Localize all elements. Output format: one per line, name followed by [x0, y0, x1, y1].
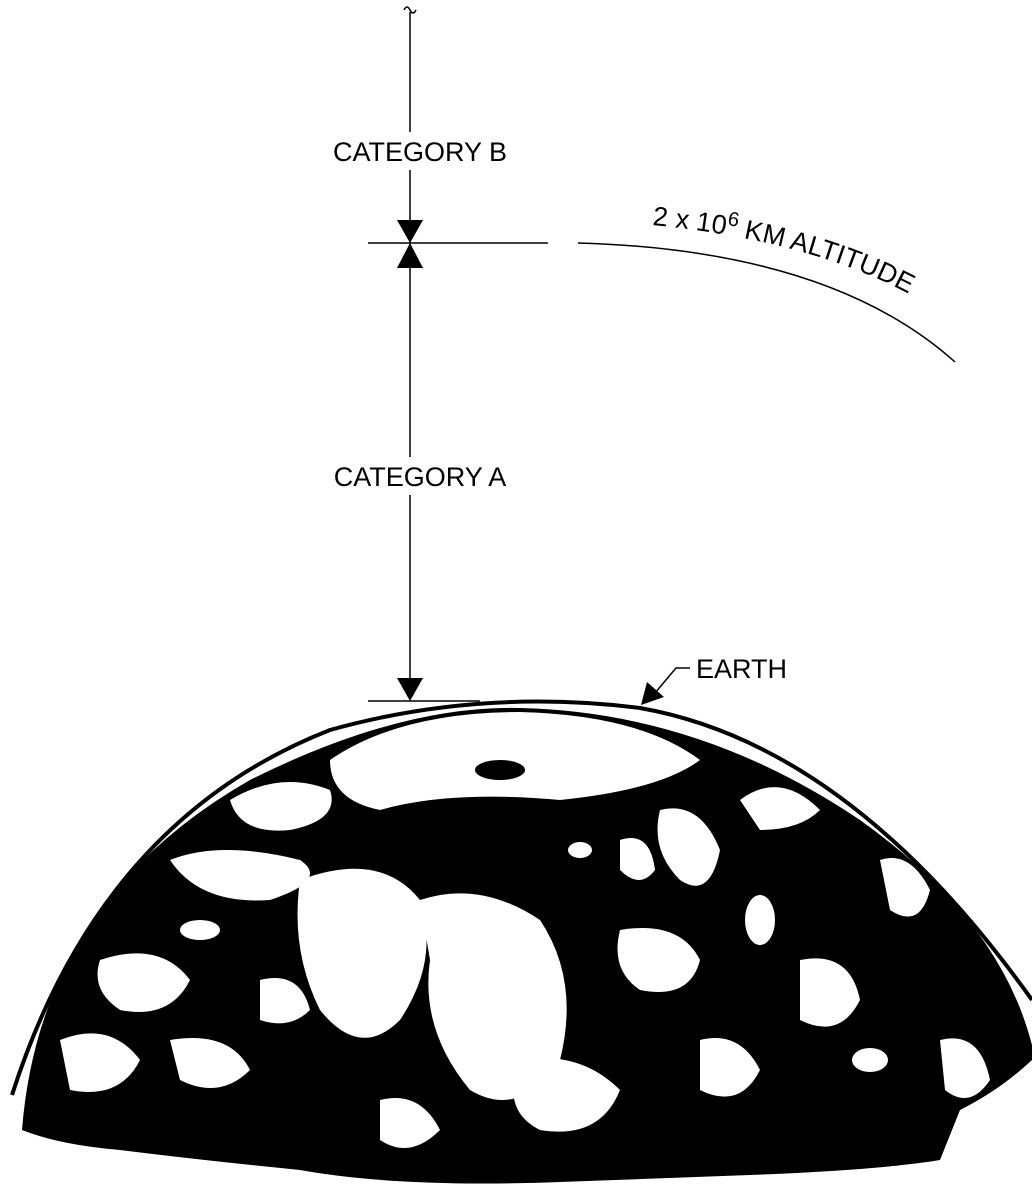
earth-outline [10, 699, 1032, 1096]
category-a-label: CATEGORY A [334, 462, 507, 492]
label-bg [310, 132, 525, 170]
leader-line [654, 667, 690, 694]
label-bg [310, 457, 525, 495]
arrowhead [397, 243, 423, 268]
break-mark [403, 6, 417, 14]
category-b-label: CATEGORY B [333, 137, 507, 167]
arrowhead [397, 678, 423, 701]
altitude-arc [577, 242, 956, 363]
earth [22, 707, 1032, 1184]
arrowhead [397, 220, 423, 243]
altitude-label: 2 x 106 KM ALTITUDE [652, 201, 920, 299]
earth-label: EARTH [696, 654, 787, 684]
arrowhead [641, 682, 664, 705]
